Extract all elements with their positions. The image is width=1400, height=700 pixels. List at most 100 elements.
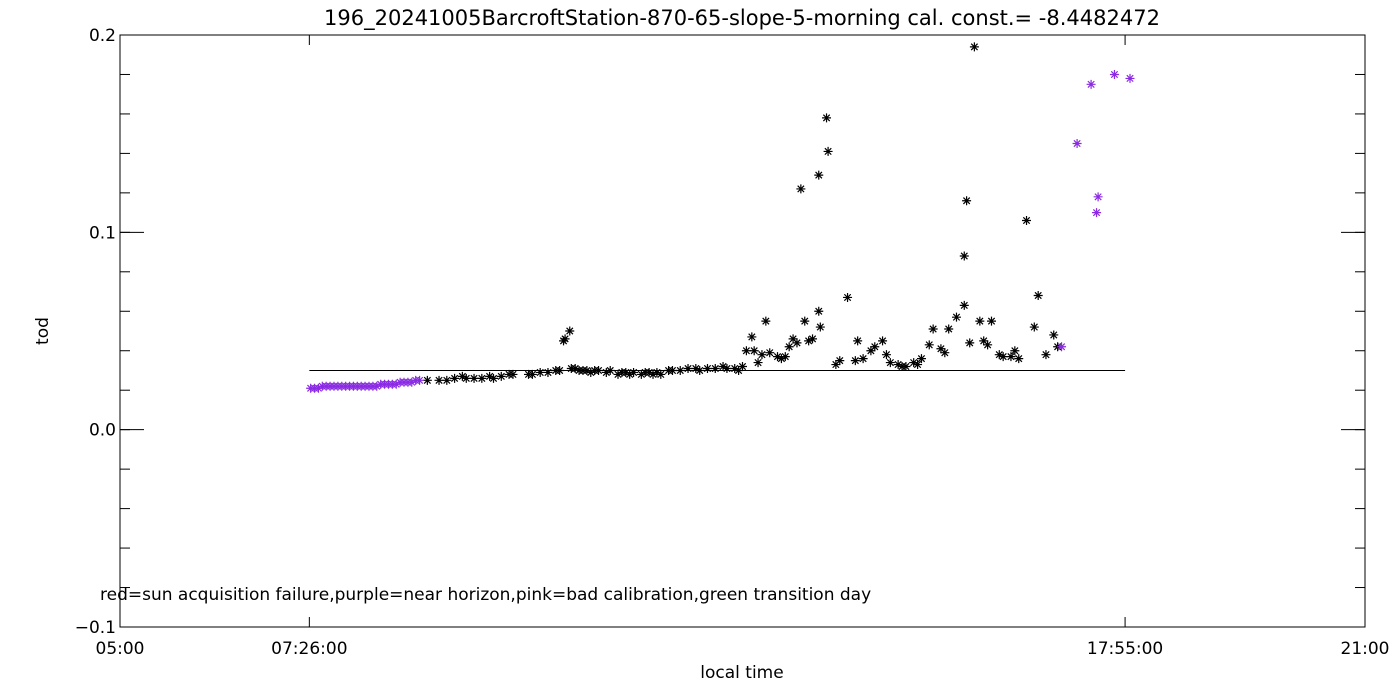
data-point bbox=[878, 336, 888, 346]
data-point bbox=[987, 316, 996, 326]
data-point bbox=[822, 113, 832, 123]
data-point-near-horizon bbox=[1072, 139, 1082, 149]
data-point bbox=[675, 365, 685, 375]
data-point bbox=[738, 362, 747, 372]
x-tick-label: 17:55:00 bbox=[1087, 639, 1163, 659]
data-point bbox=[560, 334, 570, 344]
data-point bbox=[831, 360, 841, 370]
data-point bbox=[722, 363, 732, 373]
data-point bbox=[761, 316, 771, 326]
data-point bbox=[629, 367, 639, 377]
data-point bbox=[652, 367, 662, 377]
data-point bbox=[648, 369, 658, 379]
data-point bbox=[434, 375, 444, 385]
data-point bbox=[1033, 290, 1043, 300]
data-point bbox=[940, 348, 950, 358]
data-point bbox=[535, 367, 545, 377]
data-point-near-horizon bbox=[415, 375, 425, 385]
data-point bbox=[951, 312, 961, 322]
data-point-near-horizon bbox=[391, 379, 401, 389]
data-point bbox=[636, 369, 646, 379]
data-point bbox=[1041, 350, 1051, 360]
data-point bbox=[442, 375, 452, 385]
data-point bbox=[586, 367, 596, 377]
data-point bbox=[928, 324, 938, 334]
data-point bbox=[765, 348, 775, 358]
data-point bbox=[944, 324, 954, 334]
data-point bbox=[747, 332, 757, 342]
data-point-near-horizon bbox=[1093, 192, 1103, 202]
data-point-near-horizon bbox=[1092, 208, 1102, 218]
data-point bbox=[457, 371, 467, 381]
data-points bbox=[306, 42, 1135, 393]
data-point bbox=[804, 336, 814, 346]
data-point bbox=[959, 300, 969, 310]
data-point bbox=[916, 354, 926, 364]
data-point bbox=[753, 358, 763, 368]
data-point bbox=[866, 346, 876, 356]
data-point bbox=[776, 354, 786, 364]
data-point bbox=[656, 369, 666, 379]
data-point bbox=[625, 369, 635, 379]
data-point bbox=[788, 334, 798, 344]
legend-note: red=sun acquisition failure,purple=near … bbox=[100, 585, 871, 605]
data-point bbox=[757, 350, 767, 360]
data-point bbox=[853, 336, 863, 346]
data-point bbox=[979, 336, 989, 346]
data-point bbox=[710, 363, 720, 373]
data-point bbox=[683, 363, 693, 373]
data-point bbox=[823, 146, 833, 156]
data-point bbox=[450, 373, 460, 383]
data-point bbox=[924, 340, 934, 350]
data-point bbox=[962, 196, 972, 206]
data-point bbox=[808, 334, 818, 344]
data-point-near-horizon bbox=[1125, 73, 1135, 83]
data-point bbox=[527, 369, 537, 379]
data-point-near-horizon bbox=[1109, 69, 1119, 79]
data-point bbox=[477, 373, 487, 383]
data-point bbox=[543, 367, 553, 377]
data-point bbox=[741, 346, 751, 356]
data-point bbox=[734, 365, 744, 375]
data-point bbox=[594, 365, 604, 375]
data-point bbox=[773, 352, 783, 362]
data-point bbox=[601, 367, 611, 377]
y-axis-label: tod bbox=[33, 317, 53, 345]
data-point bbox=[718, 362, 728, 372]
data-point bbox=[691, 363, 701, 373]
data-point bbox=[667, 365, 677, 375]
data-point bbox=[469, 373, 479, 383]
y-tick-label: 0.0 bbox=[89, 421, 116, 441]
data-point bbox=[1049, 330, 1059, 340]
data-point bbox=[909, 358, 919, 368]
data-point-near-horizon bbox=[1057, 342, 1067, 352]
data-point bbox=[965, 338, 975, 348]
data-point bbox=[815, 322, 825, 332]
x-tick-label: 21:00 bbox=[1341, 639, 1390, 659]
data-point bbox=[570, 363, 580, 373]
data-point bbox=[913, 360, 923, 370]
data-point bbox=[489, 373, 498, 383]
data-point bbox=[959, 251, 969, 261]
data-point bbox=[702, 363, 712, 373]
data-point bbox=[422, 375, 432, 385]
y-tick-label: 0.2 bbox=[89, 26, 116, 46]
data-point bbox=[1014, 354, 1024, 364]
y-tick-label: −0.1 bbox=[75, 618, 116, 638]
data-point bbox=[814, 306, 824, 316]
data-point bbox=[994, 350, 1004, 360]
data-point bbox=[800, 316, 810, 326]
data-point bbox=[508, 369, 518, 379]
x-tick-labels: 05:00 07:26:00 17:55:00 21:00 bbox=[96, 639, 1390, 659]
data-point bbox=[582, 365, 592, 375]
data-point bbox=[461, 373, 471, 383]
data-point-near-horizon bbox=[1086, 79, 1096, 89]
data-point-near-horizon bbox=[372, 381, 382, 391]
data-point-near-horizon bbox=[313, 383, 323, 393]
data-point bbox=[901, 362, 911, 372]
data-point bbox=[796, 184, 806, 194]
data-point bbox=[936, 344, 946, 354]
plot-frame bbox=[119, 34, 1366, 628]
x-tick-label: 07:26:00 bbox=[271, 639, 347, 659]
data-point bbox=[814, 170, 824, 180]
